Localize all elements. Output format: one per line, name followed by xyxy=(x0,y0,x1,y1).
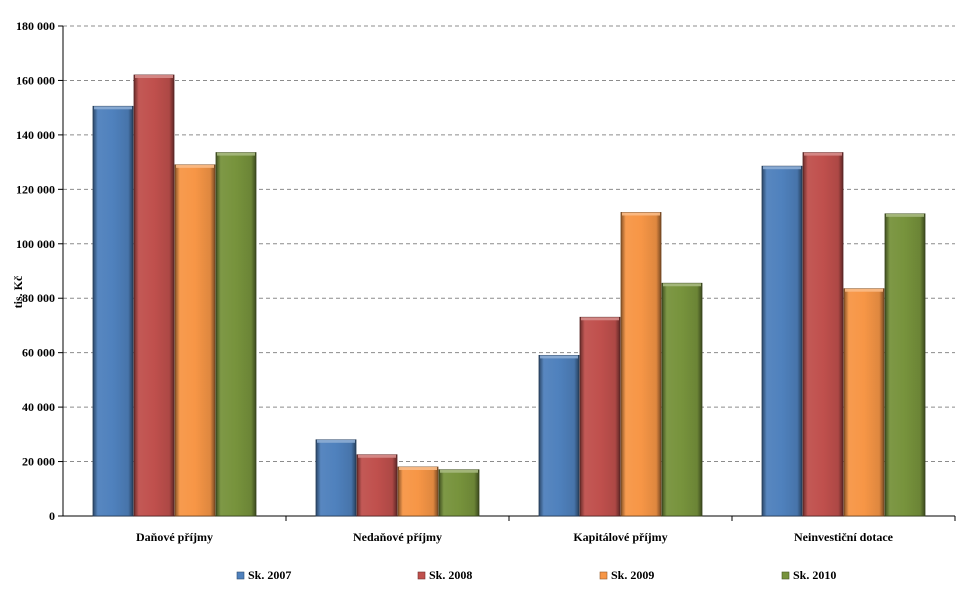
y-tick-label: 180 000 xyxy=(16,19,55,33)
bar xyxy=(92,105,134,517)
bar-top-bevel xyxy=(622,212,660,216)
x-tick-label: Kapitálové příjmy xyxy=(573,530,667,544)
bar xyxy=(843,288,885,517)
bar-top-bevel xyxy=(886,213,924,217)
bars xyxy=(92,74,926,517)
bar xyxy=(356,454,398,517)
bar-top-bevel xyxy=(581,317,619,321)
y-tick-label: 60 000 xyxy=(22,346,55,360)
bar xyxy=(761,165,803,517)
bar-top-bevel xyxy=(217,152,255,156)
bar xyxy=(579,316,621,517)
y-tick-label: 20 000 xyxy=(22,455,55,469)
bar xyxy=(884,213,926,517)
legend-swatch xyxy=(236,571,245,580)
y-axis-label: tis. Kč xyxy=(11,275,25,308)
legend-label: Sk. 2010 xyxy=(793,568,836,582)
y-tick-label: 120 000 xyxy=(16,182,55,196)
x-tick-label: Nedaňové příjmy xyxy=(353,530,442,544)
bar-top-bevel xyxy=(763,166,801,170)
bar-top-bevel xyxy=(358,454,396,458)
bar-top-bevel xyxy=(440,469,478,473)
bar-top-bevel xyxy=(317,439,355,443)
bar xyxy=(215,152,257,517)
bar xyxy=(133,74,175,517)
y-tick-label: 0 xyxy=(49,509,55,523)
legend-swatch xyxy=(599,571,608,580)
bar-top-bevel xyxy=(135,75,173,78)
legend-swatch xyxy=(781,571,790,580)
legend: Sk. 2007 Sk. 2008 Sk. 2009 Sk. 2010 xyxy=(236,568,836,582)
bar-top-bevel xyxy=(399,467,437,470)
bar-top-bevel xyxy=(540,355,578,359)
legend-label: Sk. 2008 xyxy=(429,568,472,582)
y-tick-label: 80 000 xyxy=(22,291,55,305)
legend-label: Sk. 2007 xyxy=(248,568,291,582)
y-tick-label: 100 000 xyxy=(16,237,55,251)
bar xyxy=(620,212,662,517)
bar xyxy=(438,469,480,517)
x-tick-label: Daňové příjmy xyxy=(136,530,213,544)
bar xyxy=(802,152,844,517)
x-tick-label: Neinvestiční dotace xyxy=(794,530,894,544)
y-tick-label: 40 000 xyxy=(22,400,55,414)
bar-top-bevel xyxy=(804,152,842,156)
legend-label: Sk. 2009 xyxy=(611,568,654,582)
bar xyxy=(661,282,703,517)
bar xyxy=(315,439,357,517)
y-tick-label: 140 000 xyxy=(16,128,55,142)
bar xyxy=(174,164,216,517)
bar-top-bevel xyxy=(94,106,132,110)
y-tick-label: 160 000 xyxy=(16,73,55,87)
tick-labels: 0 20 000 40 000 60 000 80 000 100 000 120 000 1… xyxy=(16,19,894,544)
bar-top-bevel xyxy=(845,288,883,292)
bar xyxy=(538,354,580,517)
bar xyxy=(397,466,439,517)
legend-swatch xyxy=(417,571,426,580)
bar-top-bevel xyxy=(176,164,214,168)
bar-top-bevel xyxy=(663,283,701,287)
